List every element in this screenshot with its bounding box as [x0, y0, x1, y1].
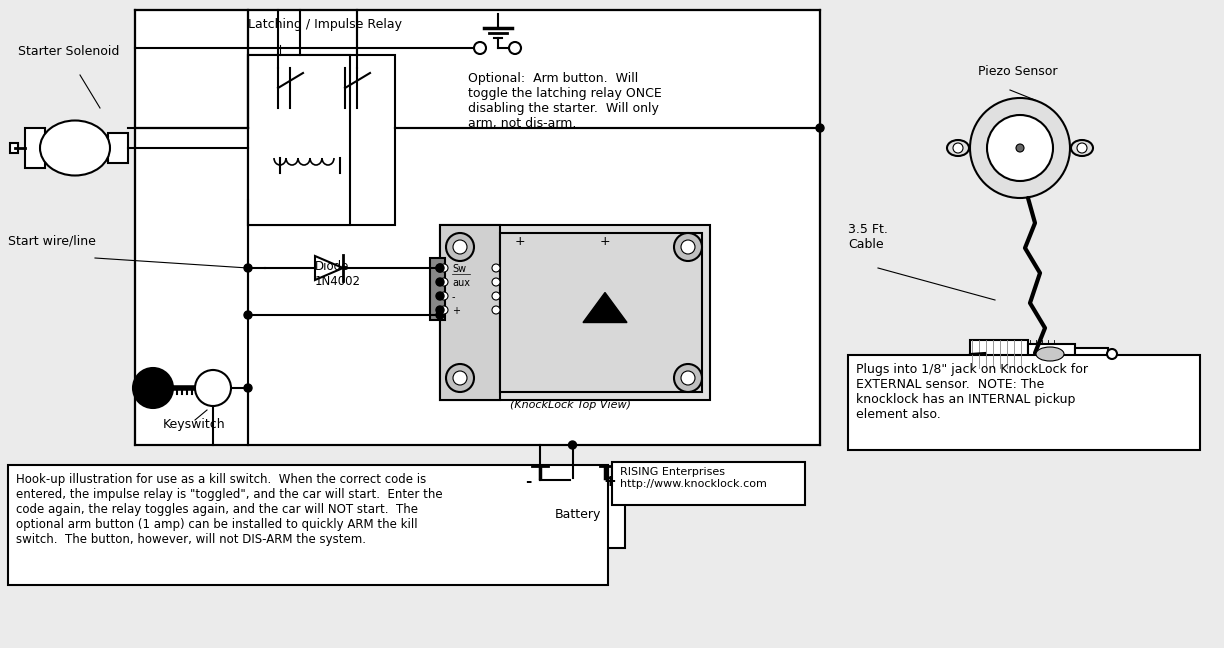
- Circle shape: [439, 264, 448, 272]
- Polygon shape: [315, 256, 343, 280]
- Ellipse shape: [1071, 140, 1093, 156]
- Circle shape: [446, 364, 474, 392]
- Bar: [499, 233, 703, 392]
- Circle shape: [987, 115, 1053, 181]
- Polygon shape: [583, 292, 627, 323]
- Text: +: +: [603, 474, 616, 489]
- Circle shape: [1106, 349, 1118, 359]
- Bar: [10, 143, 18, 153]
- Circle shape: [674, 364, 703, 392]
- Text: Start wire/line: Start wire/line: [9, 235, 95, 248]
- Bar: [24, 128, 45, 168]
- Text: Optional:  Arm button.  Will
toggle the latching relay ONCE
disabling the starte: Optional: Arm button. Will toggle the la…: [468, 72, 662, 130]
- Bar: [439, 225, 499, 400]
- Text: (KnockLock Top View): (KnockLock Top View): [510, 400, 632, 410]
- Circle shape: [436, 306, 444, 314]
- Circle shape: [446, 233, 474, 261]
- Text: RISING Enterprises
http://www.knocklock.com: RISING Enterprises http://www.knocklock.…: [621, 467, 767, 489]
- Bar: [1075, 348, 1108, 360]
- Circle shape: [436, 264, 444, 272]
- Circle shape: [474, 42, 486, 54]
- Text: Plugs into 1/8" jack on KnockLock for
EXTERNAL sensor.  NOTE: The
knocklock has : Plugs into 1/8" jack on KnockLock for EX…: [856, 363, 1088, 421]
- Circle shape: [681, 240, 695, 254]
- Circle shape: [568, 441, 577, 449]
- Circle shape: [244, 311, 252, 319]
- Circle shape: [1016, 144, 1024, 152]
- Text: Hook-up illustration for use as a kill switch.  When the correct code is
entered: Hook-up illustration for use as a kill s…: [16, 473, 443, 546]
- Bar: [969, 340, 1028, 368]
- Circle shape: [816, 124, 824, 132]
- Text: Sw: Sw: [452, 264, 466, 274]
- Circle shape: [453, 240, 468, 254]
- Text: Starter Solenoid: Starter Solenoid: [18, 45, 120, 58]
- Bar: [248, 55, 395, 225]
- Bar: [135, 10, 820, 445]
- Circle shape: [244, 384, 252, 392]
- Circle shape: [453, 371, 468, 385]
- Text: +: +: [452, 306, 460, 316]
- Circle shape: [439, 278, 448, 286]
- Circle shape: [969, 98, 1070, 198]
- Circle shape: [133, 368, 173, 408]
- Text: Keyswitch: Keyswitch: [163, 418, 225, 431]
- Bar: [430, 258, 446, 320]
- Text: 3.5 Ft.
Cable: 3.5 Ft. Cable: [848, 223, 887, 251]
- Circle shape: [1077, 143, 1087, 153]
- Circle shape: [953, 143, 963, 153]
- Text: Piezo Sensor: Piezo Sensor: [978, 65, 1058, 78]
- Ellipse shape: [40, 121, 110, 176]
- Text: aux: aux: [452, 278, 470, 288]
- Bar: [1028, 344, 1075, 364]
- Text: +: +: [515, 235, 525, 248]
- Circle shape: [492, 292, 499, 300]
- Text: +: +: [600, 235, 611, 248]
- Circle shape: [492, 264, 499, 272]
- Bar: [439, 225, 710, 400]
- Circle shape: [436, 292, 444, 300]
- Circle shape: [436, 264, 444, 272]
- Bar: [520, 478, 625, 548]
- Bar: [9, 465, 608, 585]
- Circle shape: [439, 306, 448, 314]
- Text: -: -: [452, 292, 455, 302]
- Bar: [848, 355, 1200, 450]
- Ellipse shape: [1036, 347, 1064, 361]
- Ellipse shape: [947, 140, 969, 156]
- Circle shape: [244, 264, 252, 272]
- Text: Diode
1N4002: Diode 1N4002: [315, 260, 361, 288]
- Circle shape: [439, 292, 448, 300]
- Circle shape: [492, 306, 499, 314]
- Circle shape: [195, 370, 231, 406]
- Circle shape: [674, 233, 703, 261]
- Text: Battery: Battery: [554, 508, 601, 521]
- Bar: [108, 133, 129, 163]
- Circle shape: [492, 278, 499, 286]
- Bar: [612, 462, 805, 505]
- Text: -: -: [525, 474, 531, 489]
- Circle shape: [436, 311, 444, 319]
- Circle shape: [509, 42, 521, 54]
- Bar: [248, 55, 350, 225]
- Text: Latching / Impulse Relay: Latching / Impulse Relay: [248, 18, 401, 31]
- Circle shape: [436, 278, 444, 286]
- Circle shape: [681, 371, 695, 385]
